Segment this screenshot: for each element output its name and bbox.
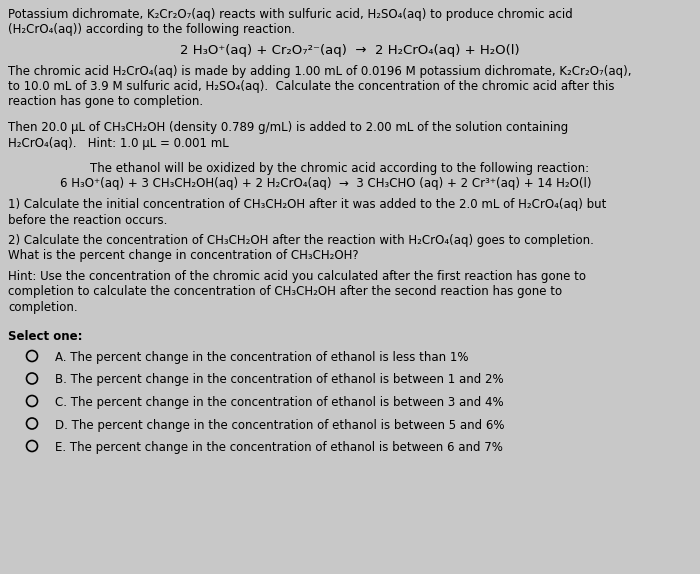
- Text: 2 H₃O⁺(aq) + Cr₂O₇²⁻(aq)  →  2 H₂CrO₄(aq) + H₂O(l): 2 H₃O⁺(aq) + Cr₂O₇²⁻(aq) → 2 H₂CrO₄(aq) …: [180, 44, 520, 57]
- Text: before the reaction occurs.: before the reaction occurs.: [8, 214, 167, 227]
- Text: H₂CrO₄(aq).   Hint: 1.0 μL = 0.001 mL: H₂CrO₄(aq). Hint: 1.0 μL = 0.001 mL: [8, 137, 229, 149]
- Text: Hint: Use the concentration of the chromic acid you calculated after the first r: Hint: Use the concentration of the chrom…: [8, 270, 586, 283]
- Text: C. The percent change in the concentration of ethanol is between 3 and 4%: C. The percent change in the concentrati…: [55, 396, 503, 409]
- Text: B. The percent change in the concentration of ethanol is between 1 and 2%: B. The percent change in the concentrati…: [55, 374, 503, 386]
- Text: The ethanol will be oxidized by the chromic acid according to the following reac: The ethanol will be oxidized by the chro…: [90, 162, 589, 175]
- Text: D. The percent change in the concentration of ethanol is between 5 and 6%: D. The percent change in the concentrati…: [55, 418, 505, 432]
- Text: What is the percent change in concentration of CH₃CH₂OH?: What is the percent change in concentrat…: [8, 250, 358, 262]
- Text: to 10.0 mL of 3.9 M sulfuric acid, H₂SO₄(aq).  Calculate the concentration of th: to 10.0 mL of 3.9 M sulfuric acid, H₂SO₄…: [8, 80, 615, 93]
- Text: reaction has gone to completion.: reaction has gone to completion.: [8, 95, 203, 108]
- Text: E. The percent change in the concentration of ethanol is between 6 and 7%: E. The percent change in the concentrati…: [55, 441, 503, 454]
- Text: completion.: completion.: [8, 301, 78, 314]
- Text: 2) Calculate the concentration of CH₃CH₂OH after the reaction with H₂CrO₄(aq) go: 2) Calculate the concentration of CH₃CH₂…: [8, 234, 594, 247]
- Text: Select one:: Select one:: [8, 331, 83, 343]
- Text: Then 20.0 μL of CH₃CH₂OH (density 0.789 g/mL) is added to 2.00 mL of the solutio: Then 20.0 μL of CH₃CH₂OH (density 0.789 …: [8, 121, 568, 134]
- Text: 1) Calculate the initial concentration of CH₃CH₂OH after it was added to the 2.0: 1) Calculate the initial concentration o…: [8, 198, 606, 211]
- Text: completion to calculate the concentration of CH₃CH₂OH after the second reaction : completion to calculate the concentratio…: [8, 285, 562, 298]
- Text: A. The percent change in the concentration of ethanol is less than 1%: A. The percent change in the concentrati…: [55, 351, 468, 364]
- Text: Potassium dichromate, K₂Cr₂O₇(aq) reacts with sulfuric acid, H₂SO₄(aq) to produc: Potassium dichromate, K₂Cr₂O₇(aq) reacts…: [8, 8, 573, 21]
- Text: (H₂CrO₄(aq)) according to the following reaction.: (H₂CrO₄(aq)) according to the following …: [8, 24, 295, 37]
- Text: The chromic acid H₂CrO₄(aq) is made by adding 1.00 mL of 0.0196 M potassium dich: The chromic acid H₂CrO₄(aq) is made by a…: [8, 64, 631, 77]
- Text: 6 H₃O⁺(aq) + 3 CH₃CH₂OH(aq) + 2 H₂CrO₄(aq)  →  3 CH₃CHO (aq) + 2 Cr³⁺(aq) + 14 H: 6 H₃O⁺(aq) + 3 CH₃CH₂OH(aq) + 2 H₂CrO₄(a…: [60, 177, 592, 191]
